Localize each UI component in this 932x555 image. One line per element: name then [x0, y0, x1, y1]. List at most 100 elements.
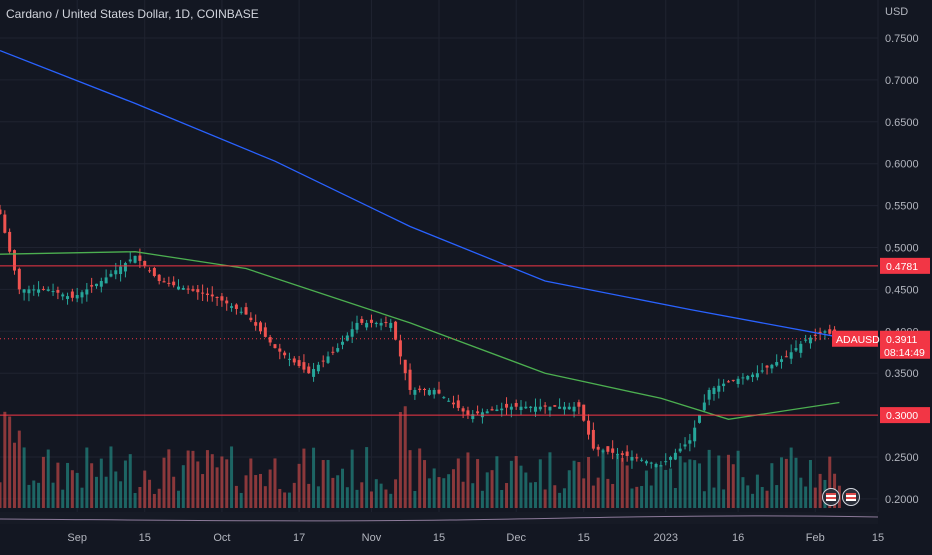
- volume-bar: [239, 492, 243, 508]
- overlay-icons[interactable]: [822, 488, 860, 506]
- candle-body: [37, 289, 41, 293]
- volume-bar: [818, 473, 822, 508]
- candle-body: [398, 340, 402, 357]
- price-tick: 0.4500: [885, 284, 919, 296]
- volume-bar: [27, 484, 31, 508]
- volume-bar: [760, 487, 764, 508]
- candle-body: [379, 322, 383, 326]
- candle-body: [312, 369, 316, 377]
- candle-body: [85, 289, 89, 295]
- volume-bar: [17, 430, 21, 508]
- candle-body: [360, 319, 364, 323]
- volume-bar: [529, 482, 533, 508]
- volume-bar: [693, 460, 697, 508]
- volume-bar: [259, 473, 263, 508]
- candle-body: [369, 319, 373, 323]
- volume-bar: [278, 488, 282, 508]
- volume-bar: [442, 478, 446, 508]
- candle-body: [119, 266, 123, 275]
- volume-bar: [205, 450, 209, 508]
- candle-body: [635, 457, 639, 459]
- volume-bar: [61, 489, 65, 508]
- volume-bar: [119, 481, 123, 508]
- volume-bar: [485, 472, 489, 508]
- flag-us-icon[interactable]: [822, 488, 840, 506]
- volume-bar: [191, 450, 195, 508]
- volume-bar: [509, 460, 513, 508]
- volume-bar: [461, 481, 465, 508]
- volume-bar: [804, 486, 808, 508]
- time-tick: 16: [732, 532, 744, 544]
- candle-body: [572, 406, 576, 412]
- volume-bar: [0, 482, 2, 508]
- candle-body: [239, 311, 243, 313]
- candle-body: [659, 465, 663, 467]
- volume-bar: [548, 452, 552, 508]
- volume-bar: [181, 465, 185, 508]
- candle-body: [355, 322, 359, 330]
- volume-bar: [394, 479, 398, 508]
- candle-body: [688, 440, 692, 444]
- volume-bar: [176, 490, 180, 508]
- volume-bar: [543, 489, 547, 508]
- volume-bar: [51, 482, 55, 508]
- candle-body: [418, 388, 422, 390]
- candle-body: [56, 290, 60, 293]
- volume-bar: [533, 482, 537, 508]
- volume-bar: [558, 492, 562, 508]
- candle-body: [427, 389, 431, 395]
- volume-bar: [664, 469, 668, 508]
- indicator-line: [0, 515, 879, 522]
- level-high-tag-bg: [880, 257, 930, 274]
- candle-body: [466, 410, 470, 416]
- volume-bar: [736, 450, 740, 508]
- candle-body: [751, 374, 755, 378]
- candle-body: [70, 291, 74, 298]
- candle-body: [176, 286, 180, 290]
- symbol-tag: ADAUSD: [836, 334, 880, 346]
- volume-bar: [90, 463, 94, 508]
- time-tick: Sep: [67, 532, 87, 544]
- candle-body: [524, 406, 528, 409]
- volume-bar: [611, 483, 615, 508]
- candle-body: [230, 306, 234, 308]
- candle-body: [90, 285, 94, 287]
- candle-body: [741, 377, 745, 379]
- candle-body: [41, 288, 45, 290]
- candle-body: [644, 461, 648, 464]
- candle-body: [3, 214, 7, 233]
- candle-body: [794, 348, 798, 351]
- candle-body: [432, 389, 436, 395]
- candle-body: [789, 352, 793, 359]
- volume-bar: [143, 470, 147, 508]
- volume-bar: [490, 470, 494, 508]
- volume-bar: [263, 486, 267, 508]
- volume-bar: [369, 491, 373, 508]
- volume-bar: [731, 464, 735, 508]
- volume-bar: [495, 456, 499, 508]
- candle-body: [519, 406, 523, 411]
- candle-body: [196, 289, 200, 293]
- candle-body: [654, 463, 658, 467]
- candle-body: [683, 444, 687, 447]
- candle-body: [784, 356, 788, 358]
- volume-bar: [500, 489, 504, 508]
- candle-body: [278, 348, 282, 352]
- volume-bar: [635, 486, 639, 508]
- flag-us-icon-2[interactable]: [842, 488, 860, 506]
- volume-bar: [99, 458, 103, 508]
- time-tick: Oct: [213, 532, 230, 544]
- candle-body: [394, 321, 398, 340]
- volume-bar: [32, 480, 36, 508]
- volume-bar: [148, 479, 152, 508]
- price-tick: 0.5500: [885, 201, 919, 213]
- volume-bar: [341, 468, 345, 508]
- candle-body: [799, 343, 803, 353]
- volume-bar: [220, 456, 224, 508]
- candle-body: [823, 331, 827, 333]
- volume-bar: [128, 454, 132, 508]
- volume-bar: [712, 487, 716, 508]
- candle-body: [712, 387, 716, 395]
